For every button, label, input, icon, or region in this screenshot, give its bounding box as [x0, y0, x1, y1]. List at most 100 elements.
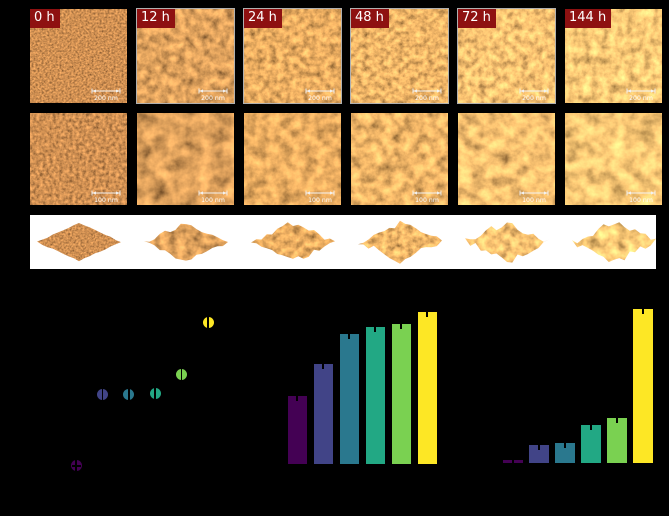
- bar-0h: [503, 459, 523, 465]
- scatter-point-72h: [176, 366, 188, 383]
- scalebar-arrow-icon: 100 nm: [305, 190, 335, 204]
- afm-texture: [30, 113, 127, 205]
- error-bar: [374, 327, 377, 333]
- scatter-point-144h: [202, 314, 214, 331]
- scalebar: 100 nm: [197, 189, 229, 204]
- scalebar-label: 100 nm: [308, 197, 332, 204]
- time-label: 72 h: [458, 9, 496, 28]
- scalebar: 200 nm: [90, 87, 122, 102]
- scalebar-label: 200 nm: [629, 95, 653, 102]
- scalebar-arrow-icon: 100 nm: [198, 190, 228, 204]
- afm-texture: [458, 113, 555, 205]
- surface-3d-144h: [571, 222, 656, 263]
- scalebar-arrow-icon: 100 nm: [91, 190, 121, 204]
- afm-texture: [351, 113, 448, 205]
- scalebar: 200 nm: [625, 87, 657, 102]
- afm-200nm-24h: 24 h 200 nm: [243, 8, 342, 104]
- afm-texture: [137, 113, 234, 205]
- scalebar-arrow-icon: 200 nm: [519, 88, 549, 102]
- scalebar: 200 nm: [304, 87, 336, 102]
- scalebar-label: 200 nm: [201, 95, 225, 102]
- scalebar-arrow-icon: 200 nm: [91, 88, 121, 102]
- error-bar: [642, 309, 644, 315]
- time-label: 48 h: [351, 9, 389, 28]
- bar-24h: [555, 442, 575, 463]
- afm-200nm-0h: 0 h 200 nm: [30, 9, 127, 103]
- scalebar: 100 nm: [518, 189, 550, 204]
- afm-100nm-12h: 100 nm: [137, 113, 234, 205]
- error-bar: [538, 444, 540, 450]
- bar-chart-right: [503, 296, 653, 465]
- scatter-point-24h: [123, 386, 135, 403]
- scalebar-label: 100 nm: [629, 197, 653, 204]
- bar-24h: [340, 333, 359, 464]
- afm-100nm-72h: 100 nm: [458, 113, 555, 205]
- scalebar-label: 100 nm: [522, 197, 546, 204]
- afm-100nm-24h: 100 nm: [244, 113, 341, 205]
- scalebar-arrow-icon: 100 nm: [519, 190, 549, 204]
- error-bar-cap: [71, 465, 81, 467]
- scalebar-arrow-icon: 200 nm: [198, 88, 228, 102]
- error-bar: [426, 311, 429, 317]
- time-label: 0 h: [30, 9, 60, 28]
- surface-3d-12h: [143, 223, 228, 261]
- bar-144h: [633, 309, 653, 463]
- scatter-chart: [63, 298, 235, 474]
- afm-100nm-48h: 100 nm: [351, 113, 448, 205]
- scalebar-label: 200 nm: [522, 95, 546, 102]
- scatter-point-12h: [96, 386, 108, 403]
- afm-200nm-48h: 48 h 200 nm: [350, 8, 449, 104]
- surface-3d-72h: [464, 222, 549, 263]
- bar-12h: [314, 364, 333, 464]
- error-bar: [590, 424, 592, 430]
- scalebar-arrow-icon: 200 nm: [305, 88, 335, 102]
- surface-3d-24h: [250, 222, 335, 259]
- scalebar: 200 nm: [197, 87, 229, 102]
- scalebar: 100 nm: [304, 189, 336, 204]
- error-bar: [180, 366, 183, 383]
- time-label: 12 h: [137, 9, 175, 28]
- error-bar: [400, 323, 403, 329]
- scalebar-label: 200 nm: [308, 95, 332, 102]
- surface-3d-48h: [357, 220, 442, 264]
- error-bar: [322, 364, 325, 370]
- surface-3d-0h: [36, 223, 121, 262]
- error-bar: [101, 386, 104, 403]
- time-label: 144 h: [565, 9, 612, 28]
- error-bar: [348, 333, 351, 339]
- afm-200nm-144h: 144 h 200 nm: [565, 9, 662, 103]
- error-bar: [128, 386, 130, 403]
- afm-100nm-0h: 100 nm: [30, 113, 127, 205]
- error-bar: [564, 442, 566, 448]
- error-bar: [207, 314, 209, 331]
- scalebar: 100 nm: [90, 189, 122, 204]
- afm-texture: [244, 113, 341, 205]
- afm-100nm-144h: 100 nm: [565, 113, 662, 205]
- scalebar-arrow-icon: 100 nm: [412, 190, 442, 204]
- afm-200nm-12h: 12 h 200 nm: [136, 8, 235, 104]
- scalebar-label: 100 nm: [415, 197, 439, 204]
- surface-3d-strip: [30, 215, 656, 269]
- bar-48h: [581, 424, 601, 463]
- error-bar: [512, 459, 514, 465]
- bar-12h: [529, 444, 549, 463]
- scalebar-label: 200 nm: [415, 95, 439, 102]
- error-bar: [616, 417, 618, 423]
- afm-texture: [565, 113, 662, 205]
- time-label: 24 h: [244, 9, 282, 28]
- bar-48h: [366, 327, 385, 464]
- bar-chart-middle: [288, 295, 437, 464]
- scalebar-arrow-icon: 200 nm: [626, 88, 656, 102]
- scalebar: 200 nm: [518, 87, 550, 102]
- error-bar: [154, 385, 156, 402]
- scatter-point-0h: [70, 457, 82, 474]
- scalebar: 200 nm: [411, 87, 443, 102]
- bar-144h: [418, 311, 437, 464]
- bar-72h: [607, 417, 627, 463]
- scalebar-arrow-icon: 200 nm: [412, 88, 442, 102]
- scalebar: 100 nm: [625, 189, 657, 204]
- afm-200nm-72h: 72 h 200 nm: [457, 8, 556, 104]
